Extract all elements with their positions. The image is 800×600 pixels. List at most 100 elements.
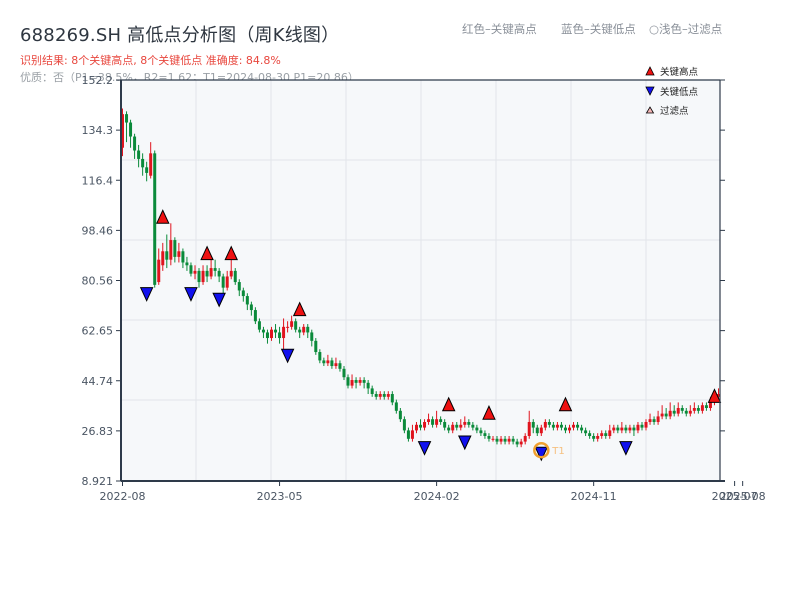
- candle-body: [580, 427, 584, 431]
- key-high-marker: [482, 405, 496, 420]
- candle-body: [205, 270, 209, 277]
- candle-body: [129, 122, 133, 137]
- candle-body: [229, 270, 233, 277]
- candle-body: [294, 321, 298, 330]
- candle-body: [487, 435, 491, 439]
- candle-body: [515, 441, 519, 445]
- key-high-marker: [558, 396, 573, 412]
- legend-blue-key-low: 蓝色–关键低点: [561, 22, 636, 36]
- y-tick-label: 134.3: [82, 124, 114, 137]
- x-tick-label: 2024-11: [571, 490, 617, 503]
- x-tick-label: 2023-05: [257, 490, 303, 503]
- candle-body: [346, 377, 350, 386]
- candle-body: [221, 276, 225, 288]
- candle-body: [209, 268, 213, 277]
- candle-body: [201, 270, 205, 283]
- candle-body: [213, 268, 217, 271]
- candle-body: [153, 153, 157, 285]
- candle-body: [274, 329, 278, 333]
- candle-body: [265, 332, 269, 339]
- candle-body: [620, 427, 624, 431]
- candle-body: [608, 430, 612, 436]
- candle-body: [402, 419, 406, 431]
- candle-body: [704, 405, 708, 409]
- key-high-marker: [200, 245, 214, 261]
- candle-body: [257, 321, 261, 330]
- y-tick-label: 26.83: [82, 425, 114, 438]
- candle-body: [245, 296, 249, 305]
- y-tick-label: 98.46: [82, 224, 114, 237]
- candle-body: [451, 424, 455, 431]
- candle-body: [503, 438, 507, 442]
- candle-body: [455, 424, 459, 428]
- candle-body: [362, 380, 366, 383]
- candle-body: [479, 430, 483, 434]
- candle-body: [394, 402, 398, 411]
- candle-body: [406, 430, 410, 439]
- candle-body: [539, 427, 543, 434]
- candle-body: [298, 329, 302, 333]
- candle-body: [358, 380, 362, 383]
- legend-key-high-icon: [645, 66, 655, 76]
- candle-body: [672, 410, 676, 414]
- key-low-marker: [534, 446, 549, 462]
- y-tick-label: 116.4: [82, 174, 114, 187]
- candle-body: [145, 167, 149, 173]
- candle-body: [278, 332, 282, 339]
- candle-body: [161, 251, 165, 266]
- candle-body: [386, 394, 390, 397]
- key-point-markers: T1: [139, 209, 722, 462]
- key-low-marker: [417, 441, 432, 456]
- candle-body: [374, 394, 378, 397]
- candle-body: [310, 332, 314, 341]
- candle-body: [427, 419, 431, 423]
- y-tick-label: 8.921: [82, 475, 114, 488]
- candle-body: [584, 430, 588, 434]
- candle-body: [612, 427, 616, 431]
- candle-body: [616, 427, 620, 431]
- candle-body: [688, 410, 692, 414]
- legend-label: 过滤点: [660, 105, 689, 117]
- candle-body: [700, 405, 704, 411]
- legend-key-low-icon: [645, 86, 655, 96]
- candle-body: [169, 240, 173, 260]
- key-low-marker: [139, 287, 154, 302]
- candle-body: [447, 427, 451, 431]
- candle-body: [511, 438, 515, 442]
- candle-body: [189, 265, 193, 274]
- x-tick-label: 2025-08: [720, 490, 766, 503]
- candle-body: [559, 424, 563, 428]
- candle-body: [423, 422, 427, 428]
- candle-body: [463, 422, 467, 425]
- candle-body: [197, 270, 201, 283]
- candle-body: [600, 433, 604, 436]
- candle-body: [382, 394, 386, 397]
- candle-body: [306, 326, 310, 333]
- candle-body: [644, 422, 648, 428]
- candle-body: [431, 419, 435, 425]
- candle-body: [519, 441, 523, 445]
- candle-body: [471, 424, 475, 428]
- candle-body: [290, 321, 294, 327]
- legend-red-key-high: 红色–关键高点: [462, 22, 537, 36]
- candle-body: [390, 394, 394, 403]
- candle-body: [141, 158, 145, 168]
- candle-body: [475, 427, 479, 431]
- candle-body: [592, 435, 596, 439]
- candle-body: [443, 422, 447, 428]
- candle-body: [314, 340, 318, 353]
- key-high-marker: [707, 388, 722, 403]
- candle-body: [185, 262, 189, 266]
- candle-body: [177, 251, 181, 257]
- candle-body: [717, 394, 720, 397]
- candle-body: [563, 427, 567, 431]
- candle-body: [604, 433, 608, 436]
- x-tick-label: 2025-07: [712, 490, 758, 503]
- candle-body: [241, 290, 245, 297]
- candle-body: [370, 388, 374, 395]
- y-tick-label: 44.74: [82, 375, 114, 388]
- candle-body: [495, 438, 499, 442]
- candle-body: [660, 413, 664, 417]
- candle-body: [531, 422, 535, 428]
- candle-body: [523, 435, 527, 442]
